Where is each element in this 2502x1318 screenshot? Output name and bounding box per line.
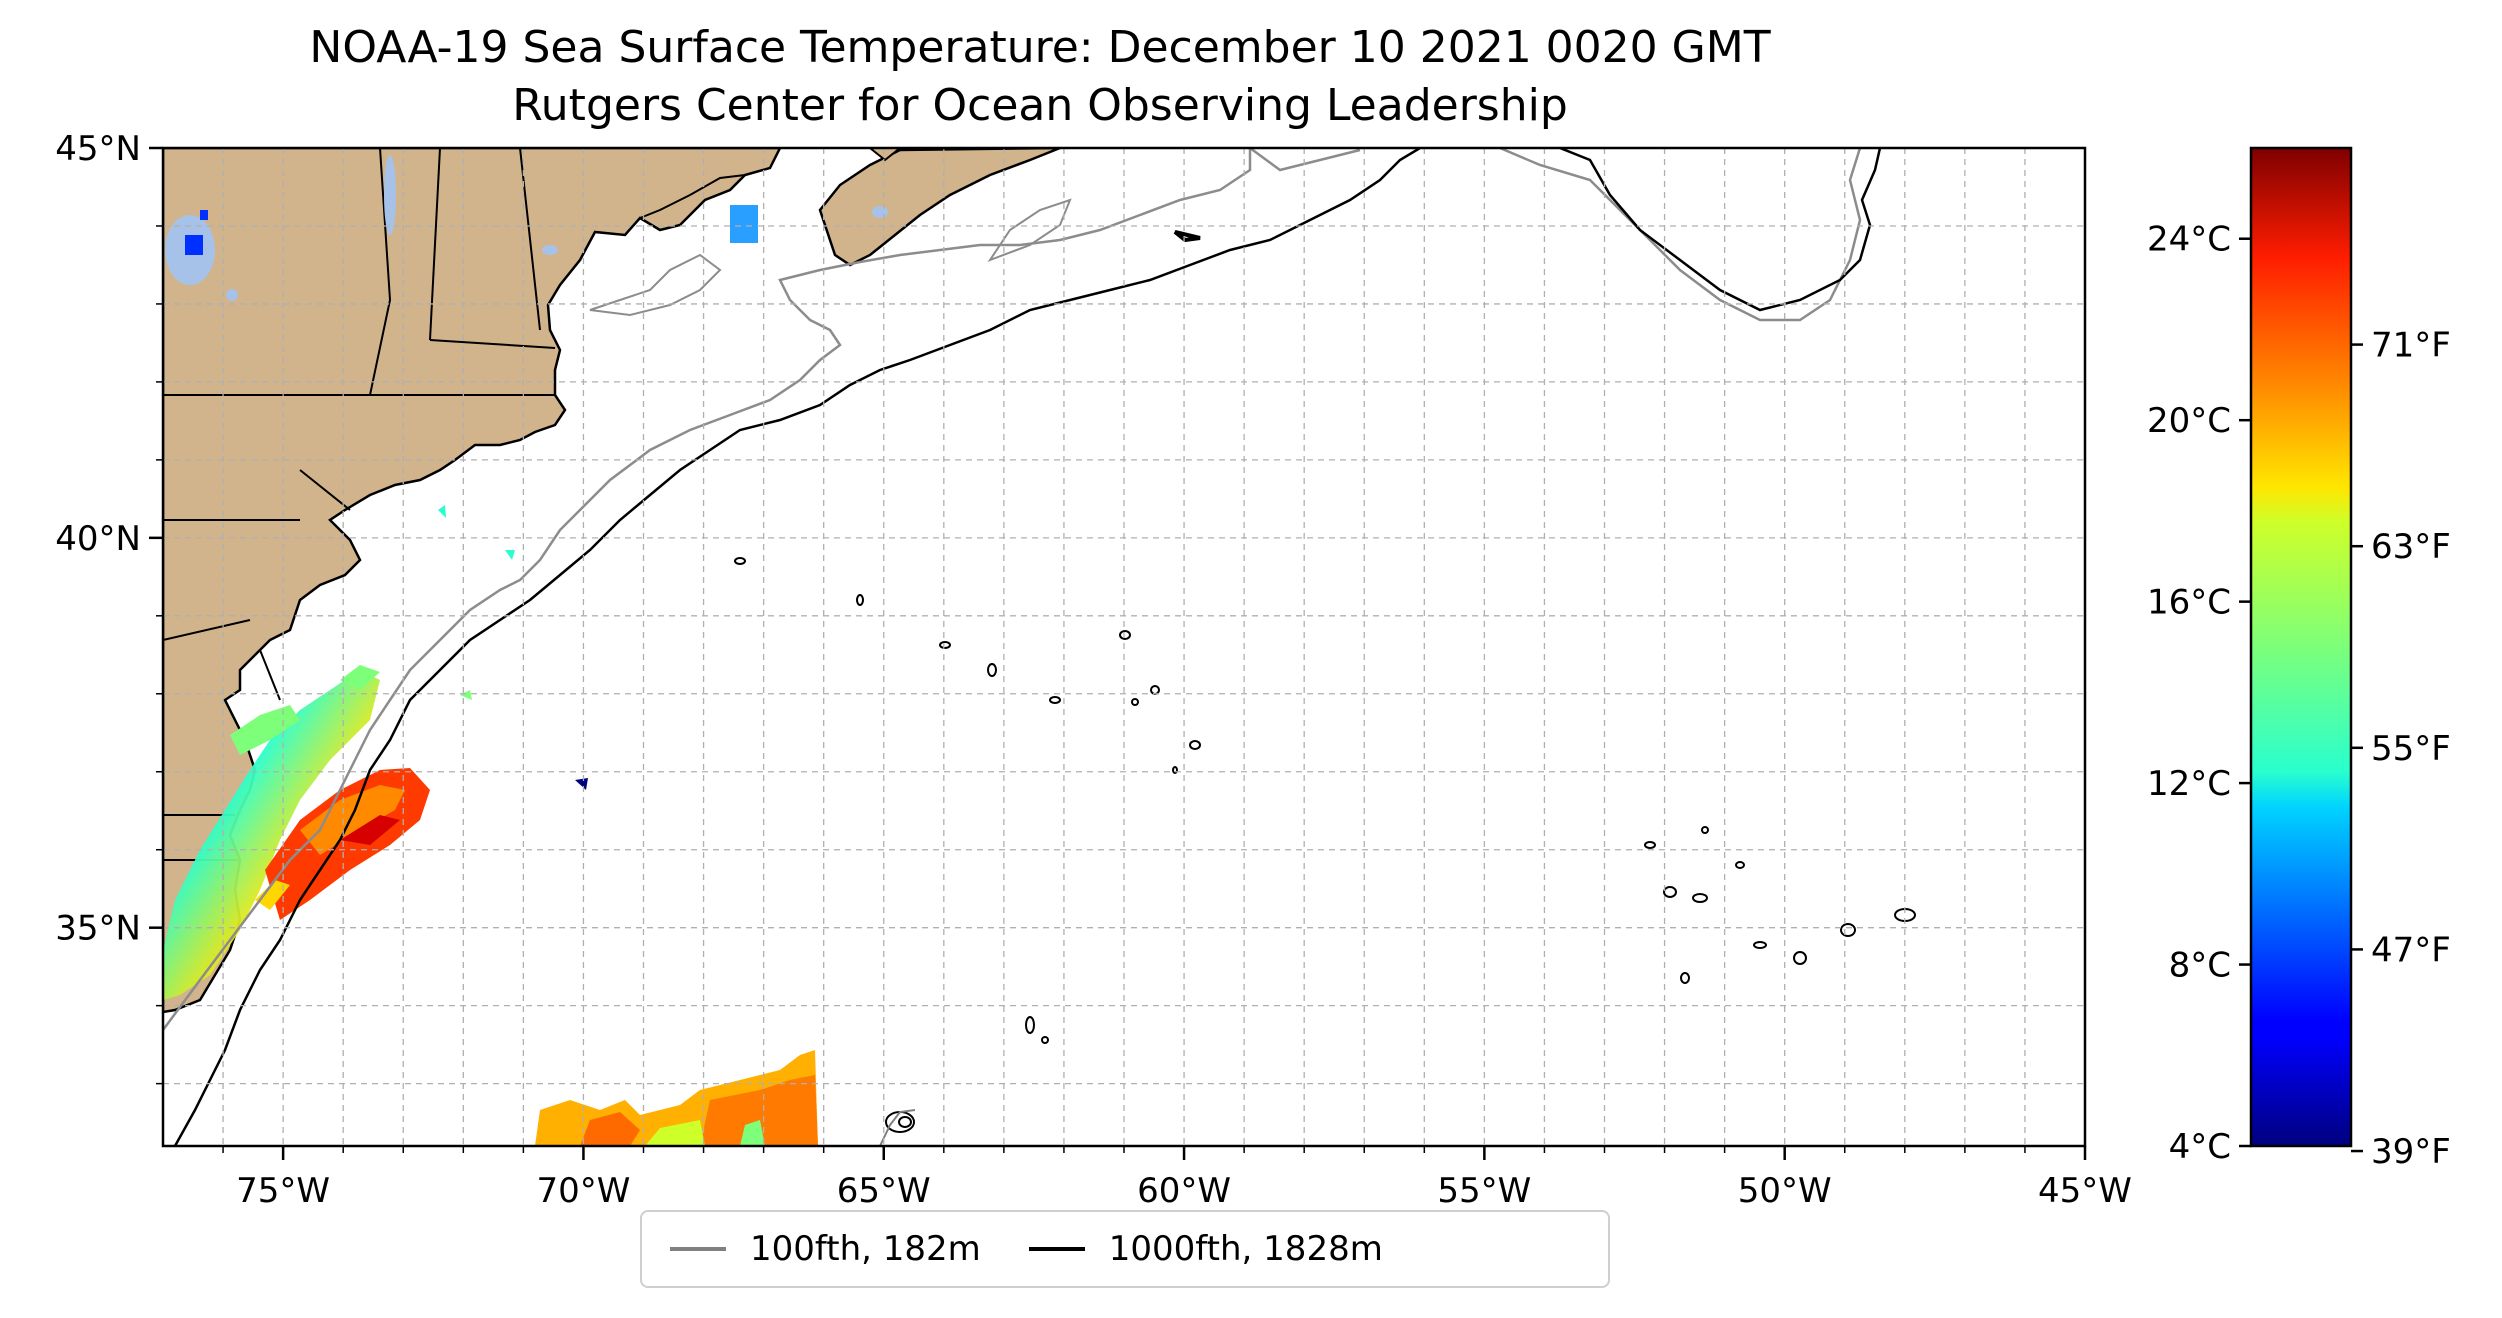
lat-tick-label: 35°N [55, 909, 141, 949]
colorbar-fahrenheit-axis: 71°F 63°F 55°F 47°F 39°F [2351, 326, 2451, 1172]
contour-georges-bank [589, 253, 722, 317]
coast-gulf-of-maine [639, 174, 746, 219]
fahrenheit-tick-label: 63°F [2371, 527, 2451, 567]
fahrenheit-tick-label: 47°F [2371, 930, 2451, 970]
legend: 100fth, 182m 1000fth, 1828m [640, 1210, 1610, 1288]
celsius-tick-label: 12°C [2147, 764, 2231, 804]
lon-tick-label: 50°W [1738, 1171, 1832, 1211]
legend-swatch-100fth [670, 1247, 726, 1251]
colorbar-celsius-axis: 24°C 20°C 16°C 12°C 8°C 4°C [2147, 220, 2251, 1167]
map-grid [163, 148, 2085, 1146]
contour-scotian-shelf [987, 198, 1072, 263]
lat-tick-label: 45°N [55, 129, 141, 169]
contour-1000fth [173, 148, 1882, 1146]
contour-100fth [163, 148, 1862, 1031]
lon-tick-label: 55°W [1437, 1171, 1531, 1211]
celsius-tick-label: 16°C [2147, 583, 2231, 623]
lon-tick-label: 60°W [1137, 1171, 1231, 1211]
lon-tick-label: 65°W [837, 1171, 931, 1211]
legend-label-100fth: 100fth, 182m [750, 1229, 981, 1269]
legend-item-100fth: 100fth, 182m [670, 1229, 981, 1269]
land-cape-breton [868, 148, 902, 162]
figure-title: NOAA-19 Sea Surface Temperature: Decembe… [309, 22, 1771, 73]
celsius-tick-label: 20°C [2147, 401, 2231, 441]
lon-tick-label: 45°W [2038, 1171, 2132, 1211]
legend-item-1000fth: 1000fth, 1828m [1028, 1229, 1383, 1269]
lat-tick-label: 40°N [55, 519, 141, 559]
fahrenheit-tick-label: 39°F [2371, 1132, 2451, 1172]
figure-subtitle: Rutgers Center for Ocean Observing Leade… [512, 80, 1568, 131]
contour-small-1 [1173, 230, 1201, 243]
celsius-tick-label: 4°C [2169, 1127, 2231, 1167]
legend-label-1000fth: 1000fth, 1828m [1108, 1229, 1383, 1269]
celsius-tick-label: 24°C [2147, 220, 2231, 260]
colorbar [2249, 146, 2353, 1148]
contour-seamount-gray [879, 1109, 916, 1146]
legend-swatch-1000fth [1028, 1247, 1085, 1251]
lon-tick-label: 75°W [236, 1171, 330, 1211]
lon-tick-label: 70°W [536, 1171, 630, 1211]
sst-inland-patches [185, 205, 758, 255]
fahrenheit-tick-label: 55°F [2371, 729, 2451, 769]
celsius-tick-label: 8°C [2169, 946, 2231, 986]
latitude-axis: 45°N 40°N 35°N [55, 129, 163, 1085]
longitude-axis: 75°W 70°W 65°W 60°W 55°W 50°W 45°W [222, 1146, 2132, 1211]
sst-data-field [163, 505, 818, 1146]
fahrenheit-tick-label: 71°F [2371, 326, 2451, 366]
